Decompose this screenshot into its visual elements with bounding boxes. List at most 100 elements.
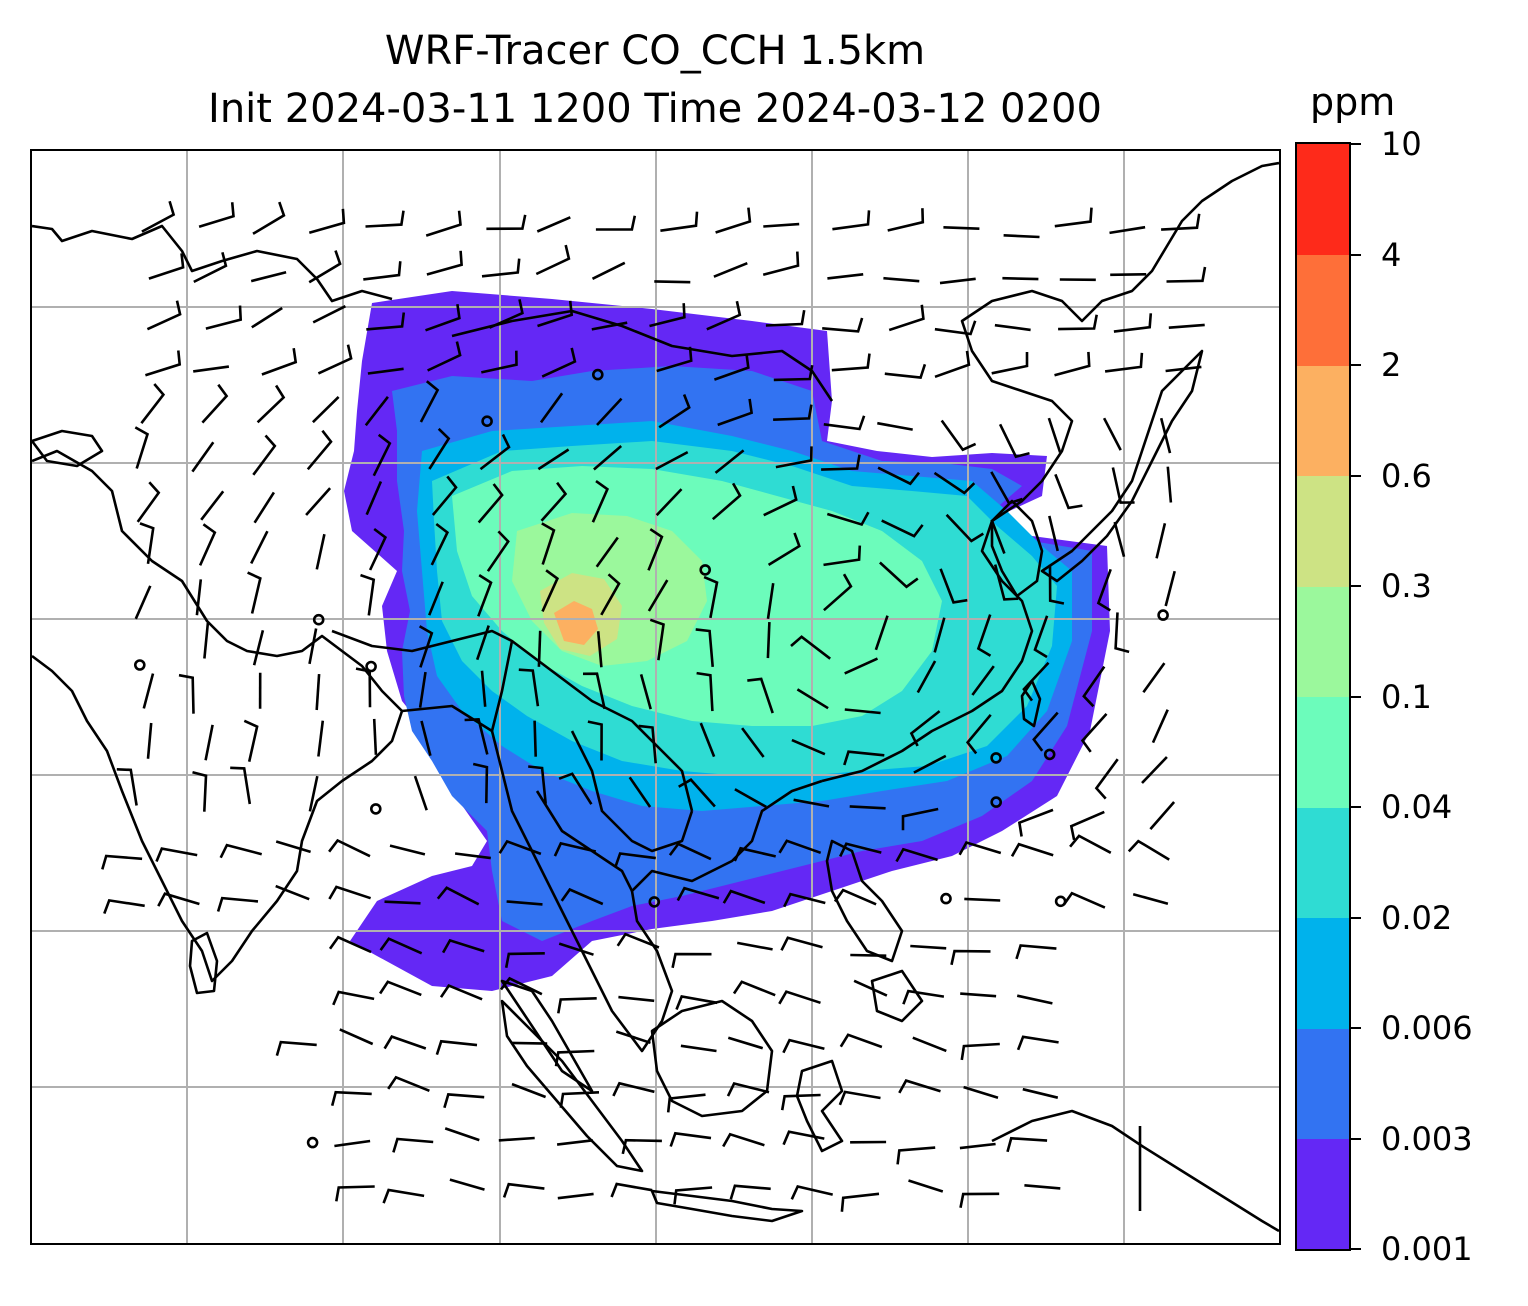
wind-barb <box>762 251 800 276</box>
wind-barb <box>965 713 992 755</box>
wind-barb <box>1159 417 1172 454</box>
wind-barb <box>780 1093 821 1111</box>
wind-barb <box>706 300 742 331</box>
wind-barb <box>715 207 752 234</box>
wind-barb <box>823 415 866 431</box>
wind-barb <box>1054 351 1091 377</box>
wind-barb <box>839 1033 883 1049</box>
calm-wind-circle <box>481 415 493 428</box>
colorbar-tick-label: 4 <box>1381 235 1402 274</box>
wind-barb <box>971 665 995 696</box>
wind-barb <box>477 574 493 617</box>
wind-barb <box>499 976 543 996</box>
wind-barb <box>593 445 623 471</box>
wind-barb <box>219 843 263 859</box>
wind-barb <box>1114 612 1130 654</box>
wind-barb <box>475 625 490 661</box>
wind-barb <box>832 210 871 231</box>
coastline-mindanao <box>870 969 924 1023</box>
wind-barb <box>1142 662 1166 694</box>
wind-barb <box>330 1090 372 1107</box>
colorbar <box>1295 142 1351 1251</box>
wind-barb <box>1113 521 1126 558</box>
wind-barb <box>554 1049 595 1067</box>
wind-barb <box>308 208 346 234</box>
wind-barb <box>518 668 540 707</box>
wind-barb <box>678 778 716 808</box>
wind-barb <box>430 522 450 566</box>
wind-barb <box>782 1038 825 1054</box>
calm-wind-circle <box>1157 609 1169 621</box>
wind-barb <box>766 583 775 619</box>
wind-barb <box>726 1081 770 1097</box>
wind-barb <box>1062 891 1106 909</box>
wind-barb <box>1003 234 1040 239</box>
wind-barb <box>993 564 1019 601</box>
wind-barb <box>328 838 371 858</box>
wind-barb <box>1017 808 1054 837</box>
wind-barb <box>916 660 937 694</box>
map-canvas <box>32 151 1279 1243</box>
wind-barb <box>711 482 742 521</box>
colorbar-tick-label: 0.6 <box>1381 456 1432 495</box>
wind-barb <box>317 720 325 757</box>
wind-barb <box>539 392 564 424</box>
wind-barb <box>1048 564 1065 605</box>
wind-barb <box>379 937 423 955</box>
wind-barb <box>877 421 913 431</box>
wind-barb <box>675 995 718 1010</box>
wind-barb <box>557 997 597 1014</box>
wind-barb <box>443 1093 485 1109</box>
wind-barb <box>1155 523 1167 559</box>
wind-barb <box>1149 801 1176 830</box>
wind-barb <box>306 429 333 471</box>
wind-barb <box>775 446 813 469</box>
wind-barb <box>1024 1184 1061 1190</box>
wind-barb <box>1069 810 1105 841</box>
wind-barb <box>790 635 831 660</box>
wind-barb <box>541 522 556 565</box>
wind-barb <box>767 532 801 567</box>
wind-barb <box>591 480 610 523</box>
wind-barb <box>193 251 228 284</box>
field-level-7 <box>554 601 598 645</box>
wind-barb <box>902 989 945 1005</box>
colorbar-tick-label: 0.3 <box>1381 567 1432 605</box>
wind-barb <box>616 932 660 949</box>
wind-barb <box>1094 758 1119 800</box>
coastline-malay <box>500 979 594 1093</box>
wind-barb <box>765 309 806 327</box>
wind-barb <box>311 395 340 424</box>
wind-barb <box>379 980 422 997</box>
wind-barb <box>945 513 984 543</box>
wind-barb <box>502 1182 545 1198</box>
colorbar-tick <box>1351 585 1361 587</box>
wind-barb <box>639 674 652 710</box>
wind-barb <box>1110 273 1147 277</box>
wind-barb <box>958 840 1002 856</box>
calm-wind-circles <box>134 368 1169 1149</box>
wind-barb <box>387 1075 430 1093</box>
wind-barb <box>791 738 826 756</box>
wind-barb <box>649 303 686 328</box>
coastline-philippines <box>825 839 904 963</box>
wind-barb <box>431 475 458 516</box>
colorbar-segment <box>1297 1138 1349 1249</box>
wind-barb <box>116 768 138 806</box>
wind-barb <box>898 1079 941 1094</box>
wind-barb <box>498 1136 535 1142</box>
wind-barb <box>822 317 864 333</box>
wind-barb <box>365 480 383 516</box>
wind-barb <box>140 383 166 424</box>
wind-barb <box>486 214 527 231</box>
wind-barb <box>328 935 372 954</box>
wind-barb <box>252 629 265 666</box>
wind-barb <box>155 847 198 862</box>
wind-barb <box>587 720 603 761</box>
wind-barb <box>1022 661 1050 702</box>
wind-barb <box>139 522 155 564</box>
wind-barb <box>939 568 968 604</box>
wind-barb <box>843 750 885 766</box>
wind-barb <box>428 427 451 470</box>
wind-barb <box>934 320 977 336</box>
